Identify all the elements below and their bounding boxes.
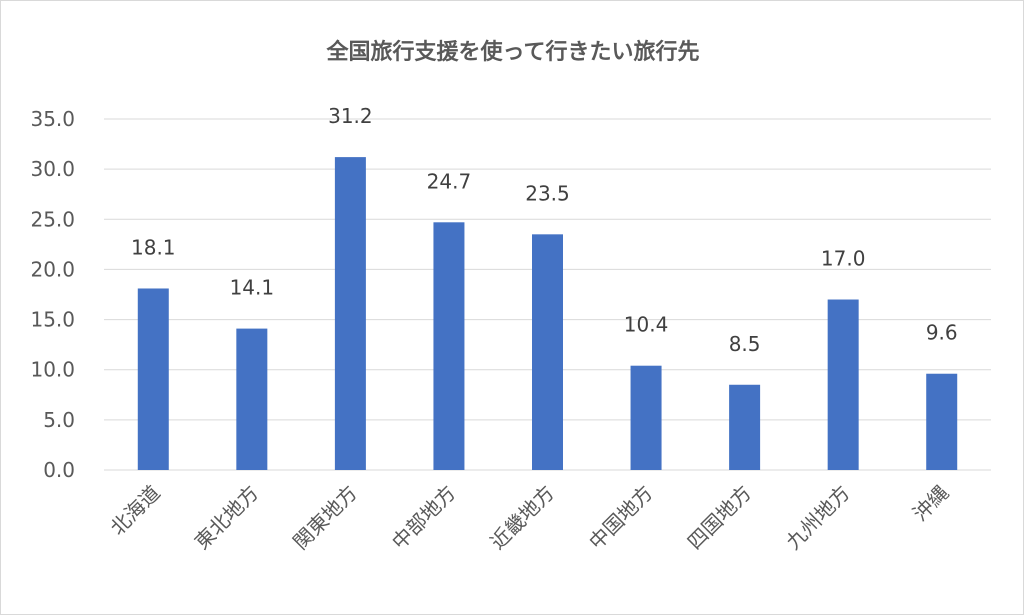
data-label: 31.2 <box>328 104 373 128</box>
data-label: 8.5 <box>729 332 761 356</box>
y-axis-ticks: 0.0 5.0 10.0 15.0 20.0 25.0 30.0 35.0 <box>30 107 75 482</box>
bar <box>137 288 169 470</box>
y-tick-label: 15.0 <box>30 308 75 332</box>
data-label: 17.0 <box>821 247 866 271</box>
x-tick-label: 近畿地方 <box>485 481 559 555</box>
x-tick-label: 北海道 <box>105 481 164 540</box>
y-tick-label: 5.0 <box>43 408 75 432</box>
x-tick-label: 関東地方 <box>288 481 362 555</box>
data-label: 14.1 <box>230 276 275 300</box>
y-tick-label: 25.0 <box>30 207 75 231</box>
data-label: 24.7 <box>427 169 472 193</box>
x-tick-label: 中国地方 <box>584 481 658 555</box>
bar <box>926 373 958 470</box>
y-tick-label: 0.0 <box>43 458 75 482</box>
y-tick-label: 35.0 <box>30 107 75 131</box>
data-label: 23.5 <box>525 181 570 205</box>
bar <box>236 328 268 470</box>
bar <box>729 384 761 470</box>
chart-title: 全国旅行支援を使って行きたい旅行先 <box>326 39 700 65</box>
data-label: 18.1 <box>131 235 176 259</box>
bar <box>827 299 859 470</box>
x-tick-label: 東北地方 <box>190 481 264 555</box>
bar <box>433 222 465 470</box>
bar <box>532 234 563 470</box>
x-axis-ticks: 北海道 東北地方 関東地方 中部地方 近畿地方 中国地方 四国地方 九州地方 沖縄 <box>105 481 953 555</box>
bar <box>334 157 366 470</box>
x-tick-label: 四国地方 <box>683 481 757 555</box>
y-tick-label: 20.0 <box>30 257 75 281</box>
data-labels: 18.1 14.1 31.2 24.7 23.5 10.4 8.5 17.0 9.6 <box>131 104 958 356</box>
x-tick-label: 九州地方 <box>781 481 855 555</box>
data-label: 10.4 <box>624 313 669 337</box>
y-tick-label: 30.0 <box>30 157 75 181</box>
bar <box>630 365 662 470</box>
x-tick-label: 沖縄 <box>908 481 953 526</box>
x-tick-label: 中部地方 <box>387 481 461 555</box>
bars <box>137 157 958 470</box>
data-label: 9.6 <box>926 321 958 345</box>
y-tick-label: 10.0 <box>30 358 75 382</box>
